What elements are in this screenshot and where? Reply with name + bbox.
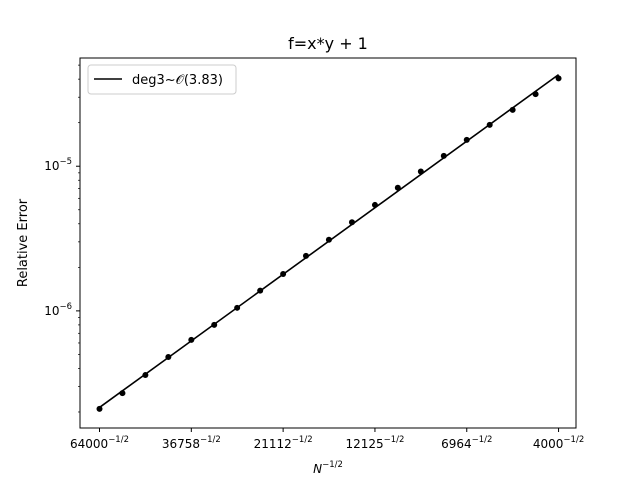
x-tick-label: 6964−1/2 (441, 435, 492, 451)
data-point (394, 184, 401, 191)
data-point (165, 353, 172, 360)
legend-frame (87, 64, 237, 95)
y-axis-ticks: 10−6 10−5 (44, 64, 80, 413)
x-tick-label: 12125−1/2 (345, 435, 404, 451)
data-point (257, 287, 264, 294)
y-tick-label: 10−6 (44, 302, 72, 318)
data-point (234, 304, 241, 311)
y-tick-label: 10−5 (44, 157, 72, 173)
data-point (348, 219, 355, 226)
x-axis-label: N−1/2 (313, 460, 343, 476)
y-axis-label: Relative Error (16, 198, 31, 287)
data-point (486, 121, 493, 128)
plot-frame (79, 57, 577, 429)
data-point (532, 91, 539, 98)
data-point (325, 236, 332, 243)
data-point (96, 405, 103, 412)
data-point (555, 75, 562, 82)
x-tick-label: 21112−1/2 (254, 435, 313, 451)
x-axis-label-text: N−1/2 (313, 460, 343, 476)
x-axis-ticks: 64000−1/2 36758−1/2 21112−1/2 12125−1/2 6964… (70, 428, 584, 451)
x-tick-label: 64000−1/2 (70, 435, 129, 451)
x-tick-label: 4000−1/2 (533, 435, 584, 451)
data-point (463, 136, 470, 143)
data-point (211, 321, 218, 328)
data-point (280, 270, 287, 277)
x-tick-label: 36758−1/2 (162, 435, 221, 451)
data-point (188, 336, 195, 343)
data-point (119, 390, 126, 397)
data-point (142, 372, 149, 379)
data-point (440, 152, 447, 159)
legend-label: deg3~𝒪(3.83) (132, 73, 223, 88)
data-point (302, 252, 309, 259)
data-point (509, 106, 516, 113)
plot-area (96, 73, 562, 412)
chart-title: f=x*y + 1 (288, 34, 368, 53)
data-point (417, 168, 424, 175)
data-point (371, 201, 378, 208)
legend: deg3~𝒪(3.83) (87, 64, 237, 95)
